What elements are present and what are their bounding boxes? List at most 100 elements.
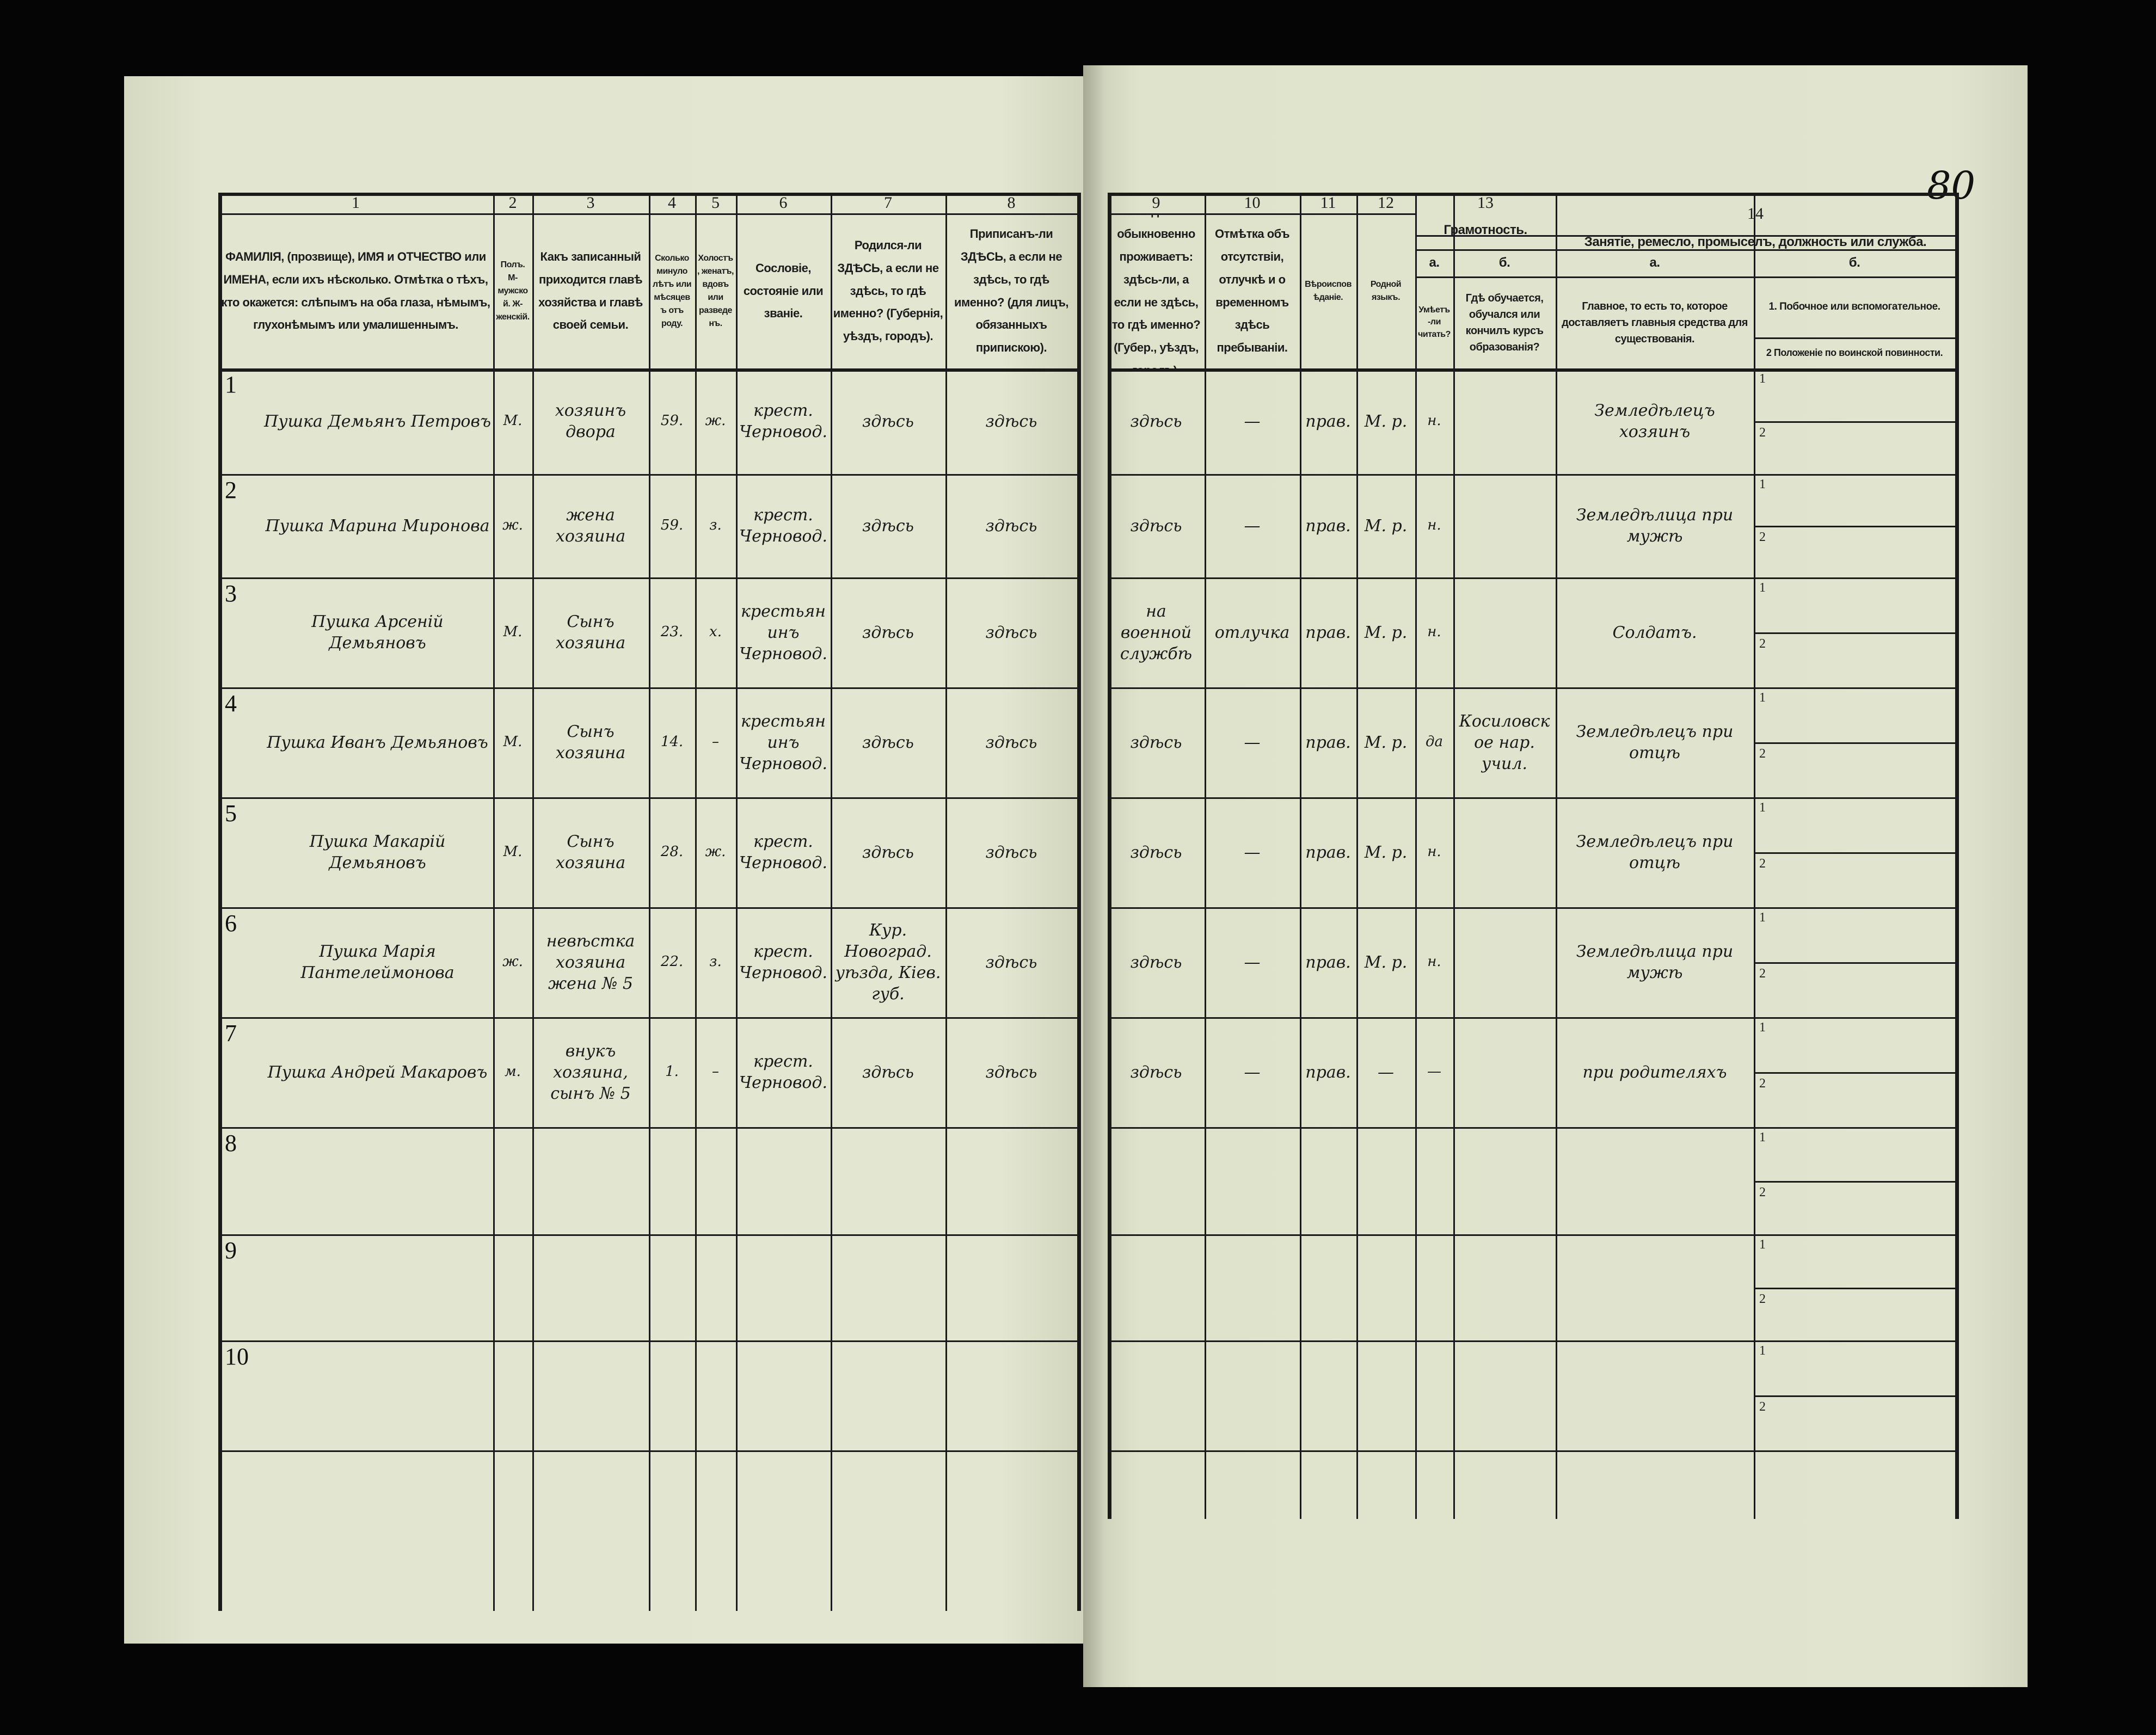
cell-absence: отлучка (1214, 623, 1290, 642)
subrow-label-1: 1 (1759, 1238, 1766, 1252)
page-number: 80 (1927, 163, 1976, 208)
cell-occ-b2 (1776, 962, 1955, 1017)
cell-born (831, 1127, 945, 1234)
column-header: Сословіе, состояніе или званіе. (743, 261, 824, 321)
cell-age: 22. (660, 953, 684, 970)
cell-religion: прав. (1305, 516, 1351, 536)
cell-sex: ж. (502, 517, 523, 534)
column-rule (1415, 193, 1417, 1519)
cell-registered (945, 1127, 1077, 1234)
cell-lit-b (1453, 1234, 1556, 1340)
subrow-label-2: 2 (1759, 426, 1766, 440)
cell-language: М. р. (1364, 952, 1408, 972)
column-rule (1453, 193, 1455, 1519)
column-number: 4 (668, 194, 676, 212)
cell-lit-a (1415, 1127, 1453, 1234)
cell-born: здѣсь (862, 842, 914, 862)
column-number: 1 (352, 194, 360, 212)
column-header: Родной языкъ. (1370, 279, 1402, 302)
cell-lit-b (1453, 907, 1556, 1017)
column-header: Холостъ, женатъ, вдовъ или разведенъ. (697, 253, 734, 328)
row-rule (1415, 249, 1556, 251)
row-rule (1108, 1450, 1955, 1452)
cell-residence (1108, 1127, 1205, 1234)
cell-born (831, 1340, 945, 1450)
row-rule (1754, 1395, 1955, 1397)
cell-absence (1205, 1234, 1300, 1340)
cell-born: здѣсь (862, 623, 914, 642)
row-rule (1108, 687, 1955, 689)
cell-language: М. р. (1364, 623, 1408, 642)
cell-estate: крест. Черновод. (739, 506, 828, 546)
cell-estate (736, 1234, 831, 1340)
row-rule (1754, 526, 1955, 527)
row-rule (218, 1340, 1077, 1342)
row-number: 10 (225, 1343, 249, 1370)
literacy-title: Грамотность. (1444, 223, 1527, 238)
cell-age: 28. (660, 844, 684, 860)
column-rule (1205, 193, 1206, 1519)
cell-lit-a: н. (1427, 624, 1441, 641)
row-rule (218, 1017, 1077, 1019)
cell-relation (532, 1127, 649, 1234)
cell-sex: М. (503, 844, 523, 860)
cell-lit-b (1453, 577, 1556, 687)
cell-occ-b1 (1776, 797, 1955, 852)
subrow-label-1: 1 (1759, 477, 1766, 491)
cell-occ-a: Земледѣлецъ при отцѣ (1576, 832, 1734, 872)
subrow-label-1: 1 (1759, 801, 1766, 815)
cell-occ-b1 (1776, 1340, 1955, 1395)
cell-relation: Сынъ хозяина (555, 722, 626, 762)
literacy-b-header: Гдѣ обучается, обучался или кончилъ курс… (1465, 292, 1544, 353)
cell-occ-a (1556, 1127, 1754, 1234)
cell-sex (493, 1234, 532, 1340)
cell-name: Пушка Арсеній Демьяновъ (311, 612, 444, 653)
cell-born: здѣсь (862, 411, 914, 431)
cell-marital (695, 1234, 736, 1340)
cell-born (831, 1234, 945, 1340)
cell-religion: прав. (1305, 1062, 1351, 1082)
column-number: 2 (508, 194, 517, 212)
cell-occ-b2 (1776, 632, 1955, 687)
cell-lit-a: н. (1427, 953, 1441, 970)
cell-residence: здѣсь (1130, 952, 1182, 972)
column-rule (1754, 249, 1755, 1519)
column-number: 7 (884, 194, 892, 212)
cell-lit-b (1453, 1127, 1556, 1234)
column-rule (831, 193, 832, 1611)
subrow-label-1: 1 (1759, 691, 1766, 705)
column-rule (695, 193, 697, 1611)
occupation-b-label: б. (1848, 255, 1860, 270)
cell-absence: — (1244, 842, 1261, 862)
cell-age: 14. (660, 734, 684, 750)
cell-religion (1300, 1127, 1356, 1234)
cell-marital: – (712, 734, 719, 750)
cell-religion (1300, 1340, 1356, 1450)
cell-sex: ж. (502, 953, 523, 970)
cell-estate (736, 1127, 831, 1234)
column-number: 9 (1152, 194, 1160, 212)
cell-registered: здѣсь (985, 733, 1037, 752)
column-header: Вѣроисповѣданіе. (1305, 279, 1352, 302)
cell-residence: здѣсь (1130, 411, 1182, 431)
cell-occ-b1 (1776, 1234, 1955, 1288)
cell-age: 59. (660, 517, 684, 534)
left-page (124, 76, 1098, 1644)
cell-marital: – (712, 1063, 719, 1080)
subrow-label-1: 1 (1759, 1020, 1766, 1035)
column-rule (1453, 249, 1455, 368)
column-header: Гдѣ обыкновенно проживаетъ: здѣсь-ли, а … (1111, 213, 1201, 368)
cell-marital (695, 1127, 736, 1234)
column-number: 13 (1477, 194, 1494, 212)
column-number: 14 (1747, 205, 1764, 223)
cell-residence: на военной службѣ (1120, 601, 1193, 663)
cell-occ-b1 (1776, 368, 1955, 421)
cell-religion: прав. (1305, 952, 1351, 972)
cell-registered: здѣсь (985, 516, 1037, 536)
column-number: 3 (586, 194, 595, 212)
row-rule (1108, 1127, 1955, 1129)
subrow-label-1: 1 (1759, 910, 1766, 925)
cell-occ-a: Земледѣлица при мужѣ (1576, 942, 1734, 982)
column-rule (1356, 193, 1358, 1519)
cell-absence (1205, 1340, 1300, 1450)
